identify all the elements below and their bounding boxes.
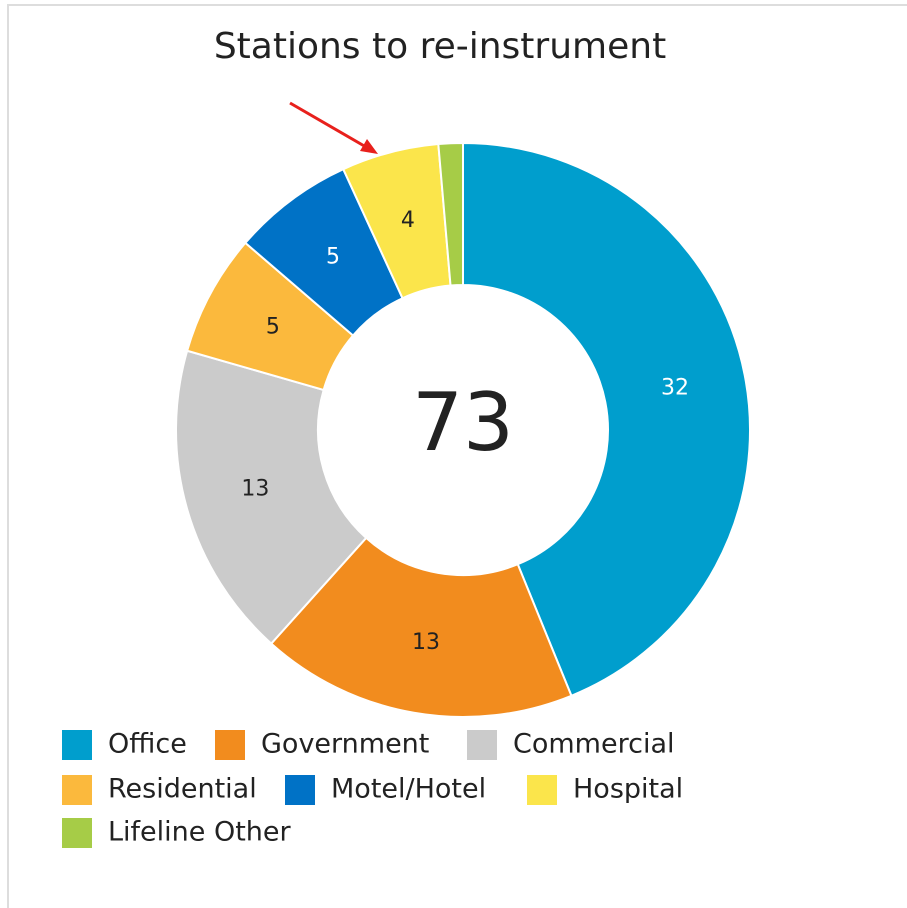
legend-swatch (527, 775, 557, 805)
data-label: 5 (326, 244, 340, 269)
data-label: 5 (266, 314, 280, 339)
data-label: 13 (412, 630, 440, 655)
data-label: 32 (661, 375, 689, 400)
slice (175, 349, 368, 645)
slice (437, 141, 464, 287)
slice (269, 536, 573, 718)
legend-swatch (467, 730, 497, 760)
chart-title: Stations to re-instrument (214, 26, 666, 67)
data-label: 4 (401, 208, 415, 233)
center-total: 73 (412, 376, 514, 469)
legend-label: Residential (108, 774, 257, 805)
legend-swatch (62, 818, 92, 848)
slice (462, 141, 751, 698)
annotation-arrow (289, 101, 378, 154)
legend-label: Hospital (573, 774, 683, 805)
legend-swatch (215, 730, 245, 760)
legend-label: Lifeline Other (108, 817, 292, 848)
legend-swatch (62, 775, 92, 805)
legend-label: Commercial (513, 729, 675, 760)
data-label: 13 (241, 477, 269, 502)
frame (7, 4, 907, 908)
legend-label: Motel/Hotel (331, 774, 486, 805)
legend-label: Office (108, 729, 187, 760)
legend-label: Government (261, 729, 429, 760)
legend-swatch (62, 730, 92, 760)
legend-swatch (285, 775, 315, 805)
